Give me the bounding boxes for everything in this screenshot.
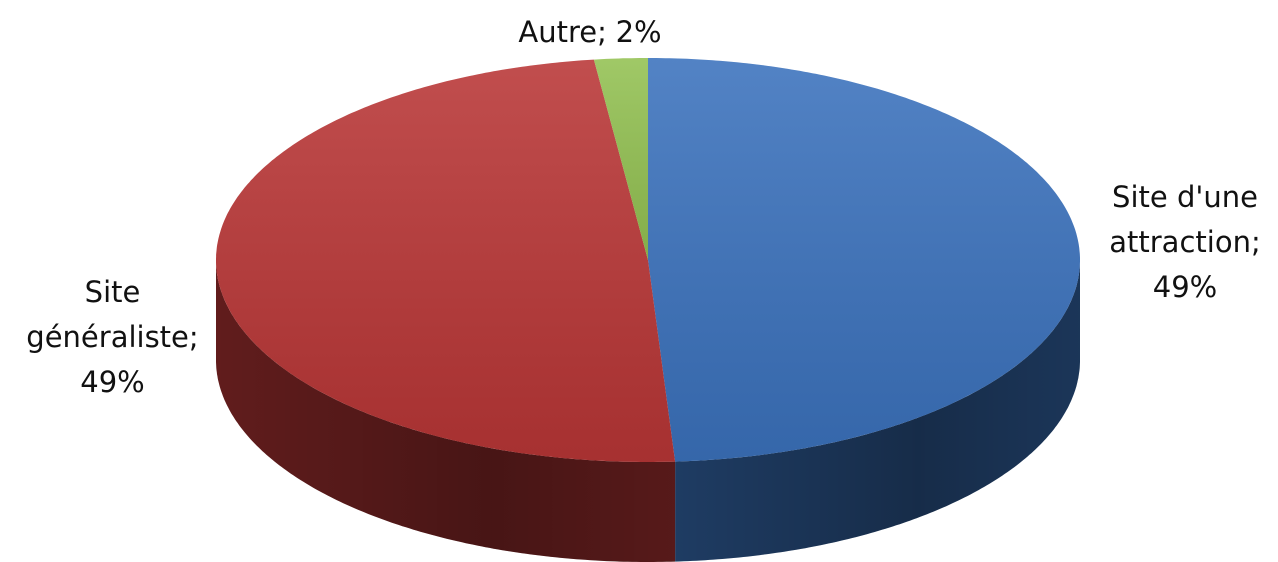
data-label: Autre; 2% (480, 10, 700, 55)
sep: ; (597, 15, 607, 49)
sep: ; (188, 320, 199, 354)
pie-slice-gloss (216, 59, 676, 462)
val: 49% (1152, 270, 1218, 304)
cat: Autre (518, 15, 598, 49)
pie-slice-gloss (648, 58, 1080, 462)
pie-slice-gloss (593, 58, 648, 260)
pie-side-shade (216, 260, 676, 562)
cat: Site d'une attraction (1109, 180, 1258, 259)
val: 49% (80, 365, 145, 399)
cat: Site généraliste (26, 275, 189, 354)
data-label: Site d'une attraction; 49% (1095, 175, 1275, 310)
val: 2% (615, 15, 662, 49)
data-label: Site généraliste; 49% (10, 270, 215, 405)
sep: ; (1250, 225, 1261, 259)
pie-side-shade (675, 260, 1080, 562)
